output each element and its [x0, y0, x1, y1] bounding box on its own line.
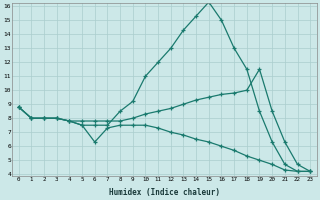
X-axis label: Humidex (Indice chaleur): Humidex (Indice chaleur)	[109, 188, 220, 197]
